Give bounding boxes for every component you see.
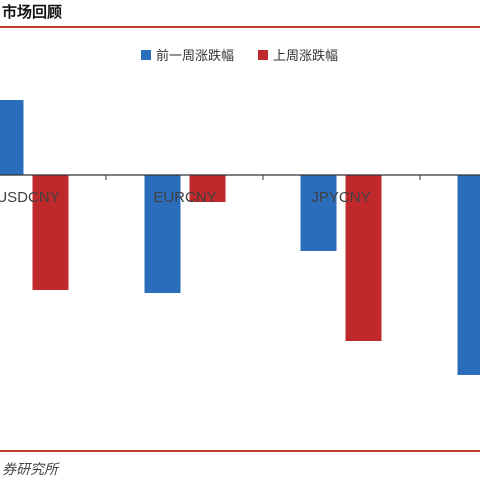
- footer-rule: [0, 450, 480, 452]
- bar-jpycny-series-1: [300, 175, 337, 251]
- bar-eurcny-series-1: [144, 175, 181, 293]
- bar-g-series-1: [457, 175, 480, 375]
- legend-swatch-2: [258, 50, 268, 60]
- header-rule: [0, 26, 480, 28]
- x-tick-label-usdcny: USDCNY: [0, 189, 60, 206]
- x-tick-label-jpycny: JPYCNY: [311, 189, 370, 206]
- legend-label-1: 前一周涨跌幅: [156, 48, 234, 64]
- bar-jpycny-series-2: [345, 175, 382, 341]
- legend-label-2: 上周涨跌幅: [273, 48, 338, 64]
- source-text: 券研究所: [2, 462, 58, 478]
- bar-eurcny-series-2: [189, 175, 226, 202]
- page-title: 市场回顾: [2, 3, 63, 21]
- bar-usdcny-series-1: [0, 100, 24, 175]
- bar-usdcny-series-2: [32, 175, 69, 290]
- x-tick-label-eurcny: EURCNY: [153, 189, 216, 206]
- legend-swatch-1: [141, 50, 151, 60]
